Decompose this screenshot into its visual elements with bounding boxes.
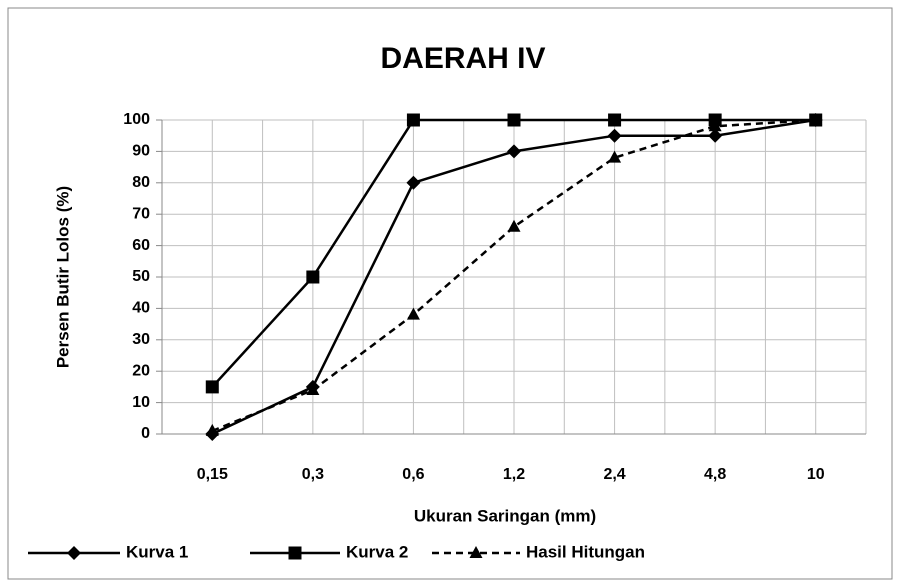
y-tick-label: 50 [132,268,150,285]
chart-title: DAERAH IV [380,42,545,75]
legend-label: Hasil Hitungan [526,542,645,561]
y-tick-label: 80 [132,174,150,191]
y-tick-label: 60 [132,237,150,254]
marker-triangle [708,119,722,132]
chart-border [7,7,893,580]
legend-label: Kurva 2 [346,542,408,561]
y-tick-label: 90 [132,143,150,160]
marker-triangle [809,113,823,125]
x-tick-label: 2,4 [603,466,625,483]
x-tick-label: 10 [807,466,825,483]
y-tick-label: 20 [132,362,150,379]
x-tick-label: 0,15 [197,466,228,483]
marker-diamond [67,546,81,560]
marker-diamond [406,175,421,190]
y-tick-label: 30 [132,331,150,348]
marker-square [288,546,302,560]
marker-square [205,380,219,394]
marker-triangle [306,383,320,396]
x-axis-label: Ukuran Saringan (mm) [414,506,596,525]
x-tick-label: 0,6 [402,466,424,483]
marker-diamond [708,128,723,143]
marker-square [507,113,521,127]
y-tick-label: 40 [132,300,150,317]
y-tick-label: 0 [141,425,150,442]
y-axis-label: Persen Butir Lolos (%) [53,186,72,368]
marker-triangle [406,307,420,320]
marker-triangle [205,423,219,436]
x-tick-label: 0,3 [302,466,324,483]
y-tick-label: 70 [132,205,150,222]
marker-square [306,270,320,284]
y-tick-label: 100 [123,111,150,128]
marker-diamond [507,144,521,159]
y-tick-label: 10 [132,394,150,411]
legend-label: Kurva 1 [126,542,188,561]
marker-triangle [507,219,521,232]
marker-square [608,113,622,127]
marker-triangle [608,150,622,163]
x-tick-label: 4,8 [704,466,726,483]
x-tick-label: 1,2 [503,466,525,483]
marker-square [406,113,420,127]
marker-triangle [469,546,483,558]
marker-diamond [607,128,622,143]
